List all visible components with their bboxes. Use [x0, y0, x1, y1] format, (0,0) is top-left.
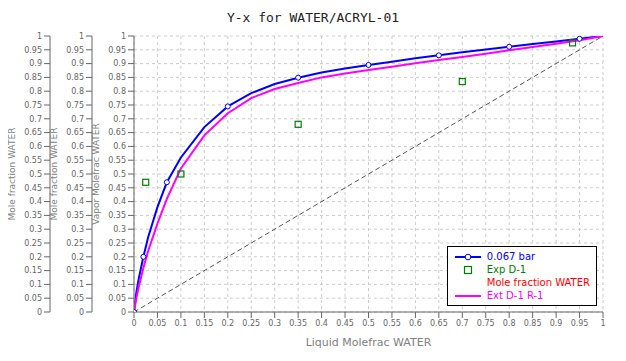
svg-text:0.7: 0.7	[456, 319, 469, 328]
svg-text:0.45: 0.45	[66, 184, 84, 193]
svg-text:0.05: 0.05	[149, 319, 167, 328]
svg-text:0.45: 0.45	[108, 184, 126, 193]
svg-text:0.25: 0.25	[242, 319, 260, 328]
svg-text:0.25: 0.25	[24, 239, 42, 248]
svg-text:0.5: 0.5	[362, 319, 375, 328]
svg-text:0.65: 0.65	[24, 128, 42, 137]
svg-text:0.1: 0.1	[29, 280, 42, 289]
svg-text:0: 0	[131, 319, 136, 328]
svg-text:0.9: 0.9	[71, 59, 84, 68]
svg-text:0.85: 0.85	[108, 73, 126, 82]
svg-text:1: 1	[79, 32, 84, 41]
svg-text:1: 1	[600, 319, 605, 328]
html-text:0.067 bar: 0.067 bar	[486, 251, 536, 262]
svg-text:0.45: 0.45	[24, 184, 42, 193]
svg-text:0.4: 0.4	[315, 319, 328, 328]
svg-text:0.95: 0.95	[108, 46, 126, 55]
svg-text:0.2: 0.2	[71, 253, 84, 262]
svg-text:0: 0	[37, 308, 42, 317]
svg-text:Vapor Molefrac WATER: Vapor Molefrac WATER	[91, 123, 101, 225]
svg-text:1: 1	[37, 32, 42, 41]
svg-text:0.75: 0.75	[477, 319, 495, 328]
html-text:Y-x for WATER/ACRYL-01: Y-x for WATER/ACRYL-01	[226, 10, 400, 25]
svg-text:0.9: 0.9	[29, 59, 42, 68]
svg-text:0.05: 0.05	[66, 294, 84, 303]
svg-text:0.6: 0.6	[113, 142, 126, 151]
svg-text:0.2: 0.2	[113, 253, 126, 262]
svg-text:0.15: 0.15	[24, 266, 42, 275]
svg-text:0.55: 0.55	[66, 156, 84, 165]
svg-text:0.5: 0.5	[29, 170, 42, 179]
svg-text:0.05: 0.05	[108, 294, 126, 303]
svg-text:0.1: 0.1	[71, 280, 84, 289]
svg-text:0.8: 0.8	[71, 87, 84, 96]
svg-text:0.1: 0.1	[175, 319, 188, 328]
svg-text:0.35: 0.35	[24, 211, 42, 220]
svg-text:0.15: 0.15	[195, 319, 213, 328]
svg-text:0.9: 0.9	[550, 319, 563, 328]
html-text:Ext D-1 R-1: Ext D-1 R-1	[486, 290, 544, 301]
svg-text:0.7: 0.7	[113, 115, 126, 124]
svg-text:0.5: 0.5	[71, 170, 84, 179]
svg-text:0.15: 0.15	[66, 266, 84, 275]
svg-text:0.4: 0.4	[71, 197, 84, 206]
svg-text:0.95: 0.95	[24, 46, 42, 55]
svg-text:Mole fraction WATER: Mole fraction WATER	[49, 128, 59, 221]
html-text:Exp D-1: Exp D-1	[486, 264, 527, 275]
svg-text:1: 1	[121, 32, 126, 41]
svg-text:Mole fraction WATER: Mole fraction WATER	[8, 128, 17, 221]
svg-text:0.65: 0.65	[108, 128, 126, 137]
svg-text:0.75: 0.75	[66, 101, 84, 110]
svg-text:0.35: 0.35	[108, 211, 126, 220]
svg-text:0.15: 0.15	[108, 266, 126, 275]
svg-text:0.2: 0.2	[29, 253, 42, 262]
svg-text:0.5: 0.5	[113, 170, 126, 179]
svg-text:0.85: 0.85	[24, 73, 42, 82]
svg-text:0.25: 0.25	[108, 239, 126, 248]
svg-text:0.95: 0.95	[571, 319, 589, 328]
svg-text:0.6: 0.6	[409, 319, 422, 328]
svg-text:0.8: 0.8	[503, 319, 516, 328]
svg-text:0.3: 0.3	[113, 225, 126, 234]
svg-text:0.4: 0.4	[113, 197, 126, 206]
svg-text:0.3: 0.3	[268, 319, 281, 328]
svg-text:0: 0	[121, 308, 126, 317]
svg-text:0.9: 0.9	[113, 59, 126, 68]
svg-text:0.8: 0.8	[113, 87, 126, 96]
svg-text:0.25: 0.25	[66, 239, 84, 248]
svg-text:0.8: 0.8	[29, 87, 42, 96]
svg-text:0.95: 0.95	[66, 46, 84, 55]
svg-text:0.4: 0.4	[29, 197, 42, 206]
svg-text:0.7: 0.7	[71, 115, 84, 124]
svg-text:0.3: 0.3	[29, 225, 42, 234]
html-text:Mole fraction WATER: Mole fraction WATER	[486, 277, 590, 288]
svg-text:0.55: 0.55	[383, 319, 401, 328]
svg-text:0.2: 0.2	[221, 319, 234, 328]
svg-text:0.6: 0.6	[29, 142, 42, 151]
svg-text:0.85: 0.85	[524, 319, 542, 328]
svg-text:0.55: 0.55	[108, 156, 126, 165]
svg-text:0.75: 0.75	[24, 101, 42, 110]
svg-text:0.05: 0.05	[24, 294, 42, 303]
svg-text:0.3: 0.3	[71, 225, 84, 234]
svg-text:0.45: 0.45	[336, 319, 354, 328]
svg-text:0.6: 0.6	[71, 142, 84, 151]
svg-text:0.7: 0.7	[29, 115, 42, 124]
svg-text:Liquid Molefrac WATER: Liquid Molefrac WATER	[306, 336, 432, 349]
svg-text:0.65: 0.65	[430, 319, 448, 328]
svg-text:0: 0	[79, 308, 84, 317]
svg-text:0.55: 0.55	[24, 156, 42, 165]
svg-text:0.35: 0.35	[66, 211, 84, 220]
svg-text:0.85: 0.85	[66, 73, 84, 82]
svg-text:0.1: 0.1	[113, 280, 126, 289]
svg-text:0.75: 0.75	[108, 101, 126, 110]
svg-text:0.65: 0.65	[66, 128, 84, 137]
svg-text:0.35: 0.35	[289, 319, 307, 328]
